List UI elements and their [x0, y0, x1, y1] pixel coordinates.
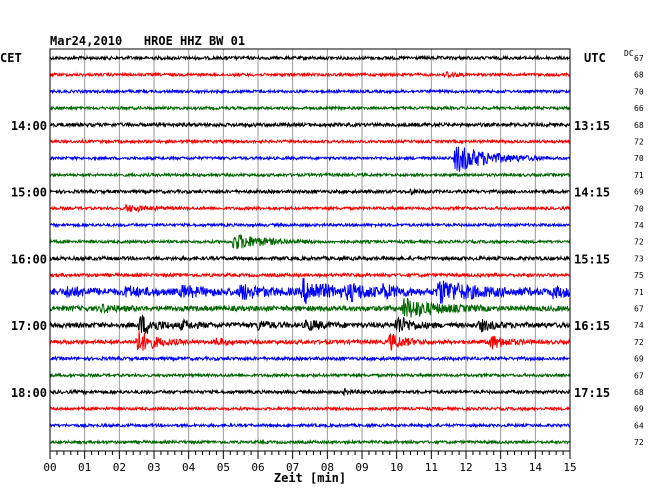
right-time-label: 14:15 — [574, 186, 610, 200]
right-time-label: 13:15 — [574, 119, 610, 133]
x-tick-label: 12 — [459, 461, 472, 474]
trace-row-20 — [49, 387, 571, 397]
plot-frame — [49, 48, 571, 452]
dc-value: 68 — [634, 388, 644, 397]
x-tick-label: 05 — [217, 461, 230, 474]
x-tick-label: 02 — [113, 461, 126, 474]
time-labels: 14:00 15:00 16:00 17:00 18:00 13:15 14:15 15:15… — [11, 54, 644, 447]
dc-value: 70 — [634, 87, 644, 96]
right-time-label: 17:15 — [574, 386, 610, 400]
dc-value: 68 — [634, 71, 644, 80]
dc-value: 68 — [634, 121, 644, 130]
dc-value: 67 — [634, 54, 644, 63]
dc-value: 67 — [634, 371, 644, 380]
trace-row-7 — [49, 171, 571, 179]
left-time-label: 17:00 — [11, 319, 47, 333]
x-axis: 00 01 02 03 04 05 06 07 08 09 10 11 12 13 14 15 — [43, 451, 577, 474]
trace-row-4 — [49, 121, 571, 129]
x-tick-label: 07 — [286, 461, 299, 474]
x-tick-label: 03 — [147, 461, 160, 474]
dc-value: 72 — [634, 238, 644, 247]
trace-row-13 — [49, 271, 571, 279]
x-tick-label: 10 — [390, 461, 403, 474]
x-tick-label: 11 — [425, 461, 438, 474]
dc-value: 72 — [634, 338, 644, 347]
dc-value: 73 — [634, 254, 644, 263]
dc-value: 72 — [634, 438, 644, 447]
trace-row-11 — [49, 233, 571, 250]
trace-row-5 — [49, 138, 571, 145]
trace-row-15 — [49, 297, 571, 318]
x-axis-title: Zeit [min] — [274, 471, 346, 485]
dc-value: 75 — [634, 271, 644, 280]
dc-value: 72 — [634, 138, 644, 147]
dc-value: 71 — [634, 171, 644, 180]
dc-value: 69 — [634, 188, 644, 197]
trace-row-0 — [49, 54, 571, 62]
chart-title: Mar24,2010 HROE HHZ BW 01 — [50, 34, 245, 48]
x-tick-label: 15 — [563, 461, 576, 474]
trace-row-12 — [49, 254, 571, 263]
trace-row-3 — [49, 104, 571, 112]
left-time-label: 15:00 — [11, 186, 47, 200]
dc-value: 69 — [634, 405, 644, 414]
x-tick-label: 13 — [494, 461, 507, 474]
trace-row-19 — [49, 372, 571, 379]
trace-row-14 — [49, 277, 571, 305]
x-tick-label: 01 — [78, 461, 91, 474]
x-tick-label: 04 — [182, 461, 196, 474]
left-axis-title: CET — [0, 51, 22, 65]
dc-value: 71 — [634, 288, 644, 297]
dc-value: 64 — [634, 421, 644, 430]
trace-row-18 — [49, 355, 571, 363]
x-tick-label: 06 — [251, 461, 264, 474]
grid-lines — [84, 49, 536, 451]
seismic-traces — [49, 54, 571, 446]
dc-label: DC — [624, 49, 634, 58]
dc-value: 74 — [634, 321, 644, 330]
x-tick-label: 09 — [355, 461, 368, 474]
left-time-label: 16:00 — [11, 252, 47, 266]
dc-value: 74 — [634, 221, 644, 230]
trace-row-9 — [49, 203, 571, 214]
right-time-label: 16:15 — [574, 319, 610, 333]
dc-value: 70 — [634, 204, 644, 213]
dc-value: 70 — [634, 154, 644, 163]
x-tick-label: 00 — [43, 461, 56, 474]
left-time-label: 14:00 — [11, 119, 47, 133]
trace-row-6 — [49, 146, 571, 172]
trace-row-10 — [49, 221, 571, 229]
trace-row-17 — [49, 331, 571, 351]
x-tick-label: 14 — [529, 461, 543, 474]
right-axis-title: UTC — [584, 51, 606, 65]
trace-row-21 — [49, 405, 571, 412]
x-tick-label: 08 — [321, 461, 334, 474]
trace-row-16 — [49, 314, 571, 335]
dc-value: 66 — [634, 104, 644, 113]
right-time-label: 15:15 — [574, 252, 610, 266]
dc-value: 67 — [634, 305, 644, 314]
trace-row-2 — [49, 88, 570, 95]
dc-value: 69 — [634, 355, 644, 364]
trace-row-1 — [49, 71, 571, 79]
trace-row-8 — [49, 187, 571, 196]
trace-row-23 — [49, 438, 571, 446]
trace-row-22 — [49, 422, 571, 429]
left-time-label: 18:00 — [11, 386, 47, 400]
